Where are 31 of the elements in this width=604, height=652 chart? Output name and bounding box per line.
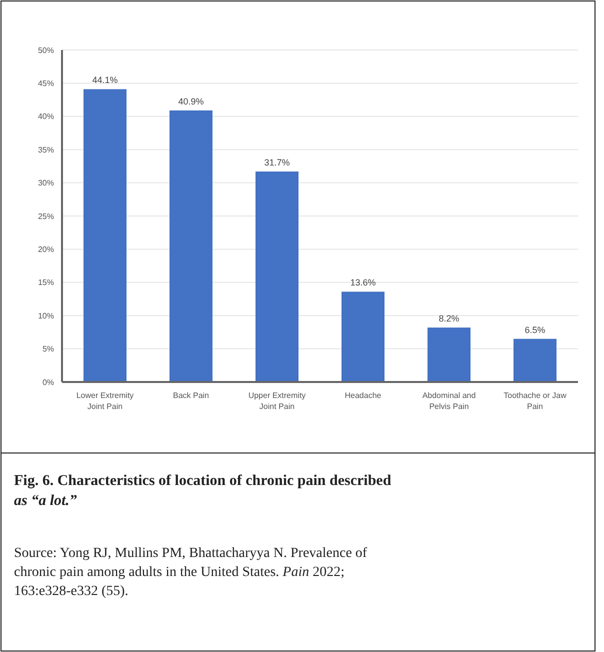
x-tick-label: Upper Extremity Joint Pain: [248, 391, 306, 411]
bar: [84, 89, 126, 382]
y-tick-label: 50%: [38, 46, 54, 55]
bar: [428, 328, 470, 382]
y-tick-label: 0%: [42, 378, 54, 387]
y-tick-label: 15%: [38, 278, 54, 288]
x-tick-label: Toothache or Jaw Pain: [504, 391, 567, 411]
bar: [342, 292, 384, 382]
y-tick-label: 40%: [38, 112, 54, 122]
y-tick-label: 20%: [38, 245, 54, 254]
y-tick-label: 35%: [38, 145, 54, 154]
bar: [170, 110, 212, 382]
data-label: 31.7%: [264, 158, 290, 168]
y-tick-label: 25%: [38, 212, 54, 221]
data-label: 44.1%: [92, 75, 118, 86]
data-label: 13.6%: [350, 278, 376, 288]
x-tick-label: Abdominal and Pelvis Pain: [422, 391, 476, 411]
x-tick-label: Lower Extremity Joint Pain: [76, 391, 134, 411]
x-tick-label: Headache: [344, 391, 382, 400]
data-label: 6.5%: [524, 324, 546, 335]
x-tick-label: Back Pain: [172, 391, 210, 400]
text: Fig. 6. Characteristics of location of chronic pain described as “a lot.”: [14, 473, 392, 509]
text: Source: Yong RJ, Mullins PM, Bhattacharyya N. Prevalence of chronic pain among adults in the United States. Pain 2022; 163:e328-e332 (55).: [14, 546, 368, 599]
y-tick-label: 10%: [38, 311, 54, 320]
y-tick-label: 5%: [42, 344, 54, 354]
bar: [256, 172, 298, 382]
y-tick-label: 30%: [38, 178, 54, 188]
data-label: 40.9%: [178, 96, 204, 106]
bar: [514, 338, 556, 382]
y-tick-label: 45%: [38, 79, 54, 88]
data-label: 8.2%: [438, 314, 460, 324]
